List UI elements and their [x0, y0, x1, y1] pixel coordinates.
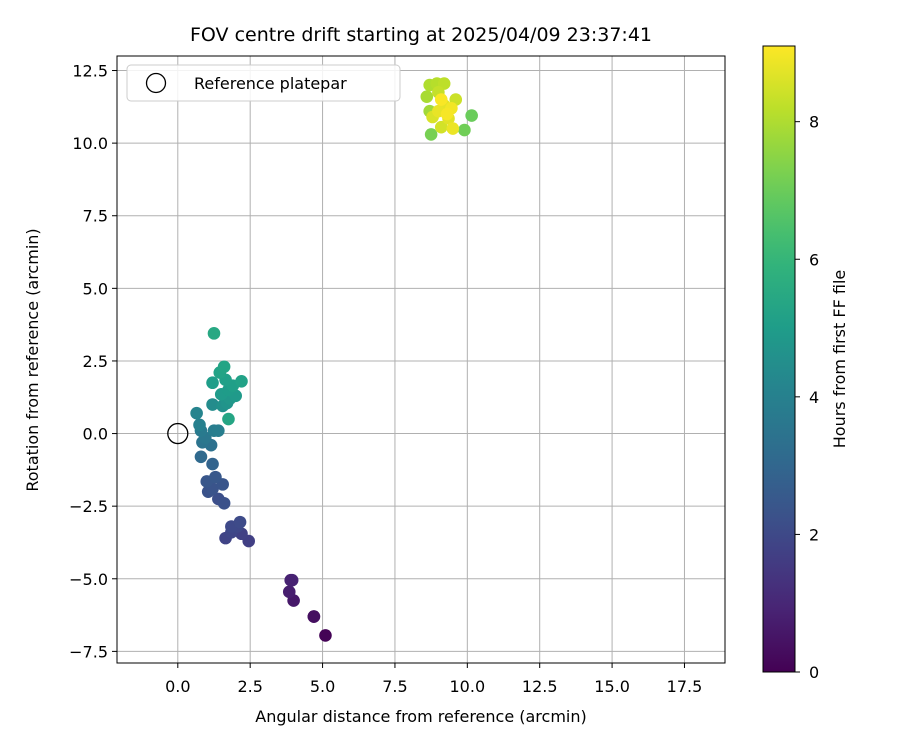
data-point — [206, 457, 219, 471]
colorbar-gradient — [762, 45, 796, 673]
data-point — [424, 128, 438, 141]
data-point — [420, 90, 434, 103]
legend-box — [126, 64, 401, 102]
data-point — [212, 424, 225, 437]
data-point — [194, 450, 208, 464]
legend-marker-reference — [145, 72, 167, 94]
data-point — [207, 327, 221, 340]
y-axis-ticks: −7.5 −5.0 −2.5 0.0 2.5 5.0 7.5 10.0 12.5 — [69, 62, 117, 661]
data-points — [190, 77, 478, 642]
data-point — [458, 123, 471, 137]
x-tick-label: 2.5 — [237, 677, 262, 696]
y-axis-label: Rotation from reference (arcmin) — [23, 228, 42, 491]
x-tick-label: 12.5 — [522, 677, 558, 696]
y-tick-label: −2.5 — [69, 497, 108, 516]
data-point — [206, 376, 219, 390]
x-tick-label: 7.5 — [382, 677, 407, 696]
x-axis-label: Angular distance from reference (arcmin) — [255, 707, 586, 726]
y-tick-label: 12.5 — [72, 62, 108, 81]
x-tick-label: 15.0 — [594, 677, 630, 696]
data-point — [307, 610, 321, 623]
y-tick-label: 7.5 — [83, 207, 108, 226]
colorbar-tick-label: 6 — [809, 250, 819, 269]
data-point — [446, 122, 460, 135]
colorbar-tick-label: 2 — [809, 525, 819, 544]
data-point — [434, 120, 448, 134]
x-tick-label: 10.0 — [450, 677, 486, 696]
grid-lines — [117, 56, 725, 663]
x-tick-label: 0.0 — [165, 677, 190, 696]
data-point — [233, 515, 247, 529]
data-point — [434, 93, 448, 106]
data-point — [284, 573, 298, 587]
data-point — [465, 109, 478, 122]
y-tick-label: −7.5 — [69, 642, 108, 661]
data-point — [193, 418, 206, 432]
data-point — [206, 398, 219, 411]
data-point — [222, 412, 235, 426]
plot-frame — [116, 55, 726, 664]
y-tick-label: 2.5 — [83, 352, 108, 371]
x-axis-ticks: 0.0 2.5 5.0 7.5 10.0 12.5 15.0 17.5 — [165, 663, 702, 696]
y-tick-label: 10.0 — [72, 134, 108, 153]
chart-title: FOV centre drift starting at 2025/04/09 … — [190, 24, 652, 46]
legend: Reference platepar — [126, 64, 401, 102]
y-tick-label: −5.0 — [69, 570, 108, 589]
data-point — [235, 374, 248, 388]
y-tick-label: 0.0 — [83, 425, 108, 444]
colorbar-tick-label: 0 — [809, 663, 819, 682]
data-point — [440, 107, 454, 121]
reference-marker — [167, 422, 189, 445]
reference-platepar-marker — [167, 422, 189, 445]
y-tick-label: 5.0 — [83, 279, 108, 298]
x-tick-label: 5.0 — [310, 677, 335, 696]
data-point — [217, 360, 231, 374]
data-point — [282, 585, 296, 599]
colorbar-tick-label: 8 — [809, 113, 819, 132]
data-point — [190, 406, 203, 420]
data-point — [217, 496, 231, 510]
data-point — [209, 470, 222, 484]
colorbar — [762, 45, 796, 673]
legend-label-reference: Reference platepar — [194, 74, 347, 93]
data-point — [319, 629, 332, 642]
colorbar-label: Hours from first FF file — [830, 270, 849, 449]
colorbar-ticks: 0 2 4 6 8 — [795, 113, 819, 682]
x-tick-label: 17.5 — [667, 677, 703, 696]
colorbar-tick-label: 4 — [809, 388, 819, 407]
